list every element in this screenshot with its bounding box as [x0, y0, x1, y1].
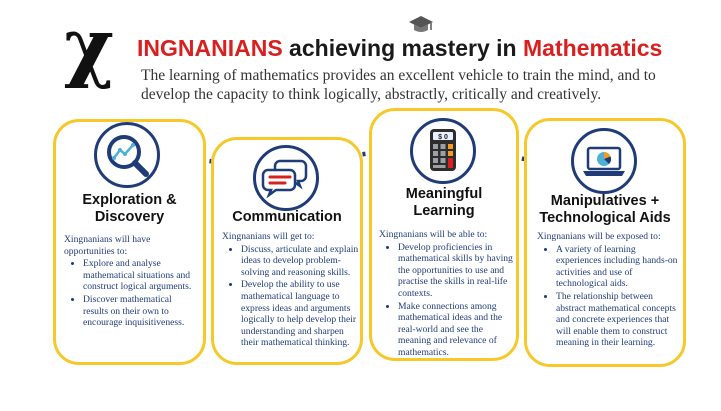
- title-middle: achieving mastery in: [282, 35, 523, 61]
- card-intro: Xingnanians will be able to:: [379, 229, 488, 240]
- list-item: Develop proficiencies in mathematical sk…: [398, 242, 514, 300]
- list-item: Discuss, articulate and explain ideas to…: [241, 244, 359, 279]
- card-points: A variety of learning experiences includ…: [537, 244, 682, 349]
- card-body-communication: Xingnanians will get to: Discuss, articu…: [222, 231, 359, 350]
- card-points: Discuss, articulate and explain ideas to…: [222, 244, 359, 349]
- title-highlight: INGNANIANS: [137, 35, 283, 61]
- card-intro: Xingnanians will have opportunities to:: [64, 234, 151, 257]
- icon-circle-communication: [253, 145, 319, 211]
- card-intro: Xingnanians will get to:: [222, 231, 315, 242]
- card-body-manipulatives: Xingnanians will be exposed to: A variet…: [537, 231, 682, 350]
- icon-circle-meaningful: $ 0: [410, 118, 476, 184]
- laptop-pie-chart-icon: [583, 146, 625, 176]
- page-title: INGNANIANS achieving mastery in Mathemat…: [137, 34, 662, 62]
- chi-logo: χ: [64, 1, 114, 90]
- graduation-cap-icon: [409, 16, 433, 32]
- card-points: Develop proficiencies in mathematical sk…: [379, 242, 514, 359]
- title-subject: Mathematics: [523, 35, 663, 61]
- speech-bubbles-icon: [261, 159, 308, 199]
- calculator-icon: $ 0: [430, 129, 456, 171]
- magnifier-chart-icon: [107, 135, 149, 177]
- card-title-manipulatives: Manipulatives + Technological Aids: [539, 193, 671, 226]
- card-title-communication: Communication: [232, 209, 342, 225]
- card-points: Explore and analyse mathematical situati…: [64, 258, 198, 329]
- card-body-meaningful: Xingnanians will be able to: Develop pro…: [379, 229, 514, 360]
- card-body-exploration: Xingnanians will have opportunities to: …: [64, 234, 198, 330]
- card-title-exploration: Exploration & Discovery: [82, 192, 177, 225]
- list-item: A variety of learning experiences includ…: [556, 244, 682, 290]
- calculator-display: $ 0: [438, 134, 448, 141]
- icon-circle-manipulatives: [571, 128, 637, 194]
- list-item: Discover mathematical results on their o…: [83, 294, 198, 329]
- list-item: Make connections among mathematical idea…: [398, 301, 514, 359]
- card-intro: Xingnanians will be exposed to:: [537, 231, 661, 242]
- card-title-meaningful: Meaningful Learning: [405, 186, 483, 219]
- list-item: Develop the ability to use mathematical …: [241, 279, 359, 349]
- list-item: The relationship between abstract mathem…: [556, 291, 682, 349]
- page-subtitle: The learning of mathematics provides an …: [141, 67, 656, 103]
- list-item: Explore and analyse mathematical situati…: [83, 258, 198, 293]
- icon-circle-exploration: [94, 122, 160, 188]
